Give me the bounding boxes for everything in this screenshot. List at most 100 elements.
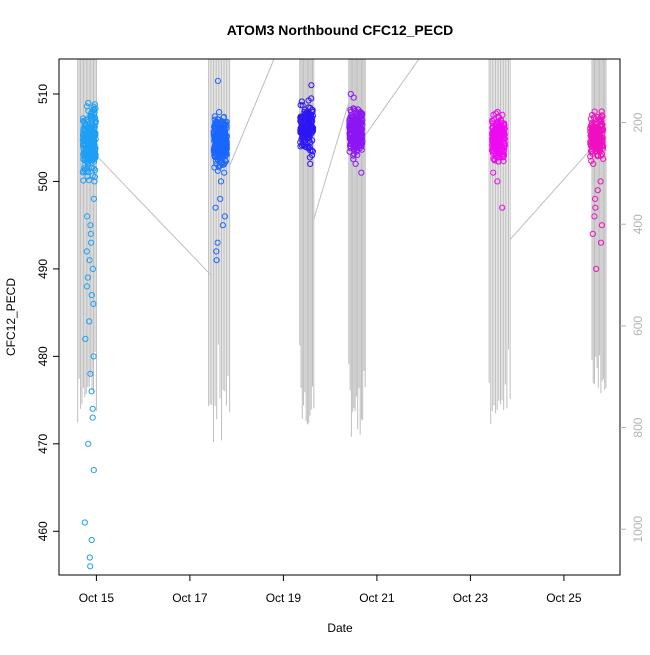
data-point (86, 318, 93, 325)
data-point (594, 187, 601, 194)
data-point (599, 142, 606, 149)
data-point (82, 125, 89, 132)
data-point (594, 114, 601, 121)
data-point (86, 137, 94, 144)
chart-title: ATOM3 Northbound CFC12_PECD (227, 22, 454, 38)
data-point (83, 283, 91, 290)
x-tick-label: Oct 21 (359, 591, 395, 605)
x-tick-label: Oct 17 (172, 591, 208, 605)
scatter-series (587, 108, 607, 272)
x-tick-label: Oct 23 (453, 591, 489, 605)
data-point (81, 118, 88, 125)
y2-tick-label: 1000 (631, 516, 645, 543)
data-point (92, 105, 99, 112)
data-point (216, 162, 223, 169)
data-point (216, 109, 223, 116)
data-point (223, 133, 230, 140)
data-point (221, 169, 228, 176)
data-point (218, 130, 225, 137)
data-point (84, 160, 91, 167)
data-point (348, 119, 355, 126)
data-point (87, 222, 94, 229)
data-point (90, 300, 97, 307)
data-point (86, 153, 93, 160)
y-axis-left: 460 470 480 490 500 510 (36, 84, 59, 541)
data-point (83, 248, 90, 255)
data-point (212, 121, 219, 129)
data-point (589, 230, 596, 237)
altitude-transit-line (364, 58, 420, 136)
data-point (495, 125, 502, 133)
data-point (91, 155, 98, 162)
data-point (490, 169, 497, 176)
data-point (497, 119, 505, 127)
data-point (298, 98, 305, 105)
data-point (589, 150, 596, 157)
data-point (497, 139, 504, 146)
data-point (353, 128, 360, 135)
data-point (308, 82, 315, 89)
data-point (303, 126, 310, 133)
scatter-series (297, 82, 317, 167)
data-point (90, 467, 97, 474)
data-point (307, 123, 314, 130)
y2-tick-label: 800 (631, 417, 645, 437)
data-point (351, 140, 358, 147)
data-point (83, 136, 90, 143)
data-point (88, 292, 95, 299)
y-tick-label: 460 (36, 521, 50, 541)
data-point (86, 554, 93, 561)
data-point (351, 143, 358, 151)
y-tick-label: 490 (36, 259, 50, 279)
data-point (90, 138, 98, 145)
data-point (492, 133, 499, 140)
data-point (499, 204, 506, 211)
y-tick-label: 470 (36, 433, 50, 453)
data-point (308, 129, 316, 136)
data-point (490, 155, 497, 162)
x-axis: Oct 15 Oct 17 Oct 19 Oct 21 Oct 23 Oct 25 (79, 575, 582, 605)
scatter-series (210, 77, 230, 264)
data-point (592, 204, 599, 211)
data-point (88, 536, 95, 544)
x-tick-label: Oct 19 (266, 591, 302, 605)
data-point (595, 142, 602, 149)
data-point (593, 265, 600, 272)
y2-tick-label: 600 (631, 316, 645, 336)
data-point (307, 160, 314, 167)
data-point (595, 146, 602, 153)
plot-frame (58, 58, 621, 576)
data-point (83, 144, 91, 151)
data-point (213, 160, 220, 167)
data-point (90, 115, 97, 122)
data-point (497, 150, 504, 157)
x-axis-label: Date (327, 621, 353, 635)
data-point (211, 135, 218, 142)
data-point (598, 117, 605, 125)
scatter-points (79, 77, 607, 570)
data-point (213, 248, 220, 255)
data-point (302, 143, 309, 150)
data-point (300, 134, 307, 141)
data-point (301, 112, 308, 119)
data-point (87, 370, 94, 377)
data-point (597, 239, 605, 246)
data-point (495, 114, 502, 121)
x-tick-label: Oct 15 (79, 591, 115, 605)
data-point (214, 167, 221, 174)
data-point (217, 178, 225, 185)
data-point (494, 133, 501, 140)
data-point (89, 414, 96, 421)
data-point (216, 129, 224, 136)
data-point (89, 405, 96, 412)
data-point (591, 213, 598, 220)
data-point (86, 257, 93, 264)
altitude-transit-line (96, 155, 212, 276)
data-point (347, 145, 354, 152)
data-point (87, 230, 94, 237)
data-point (497, 143, 504, 150)
data-point (86, 125, 93, 132)
y2-tick-label: 200 (631, 112, 645, 132)
data-point (91, 173, 99, 181)
data-point (588, 142, 595, 149)
